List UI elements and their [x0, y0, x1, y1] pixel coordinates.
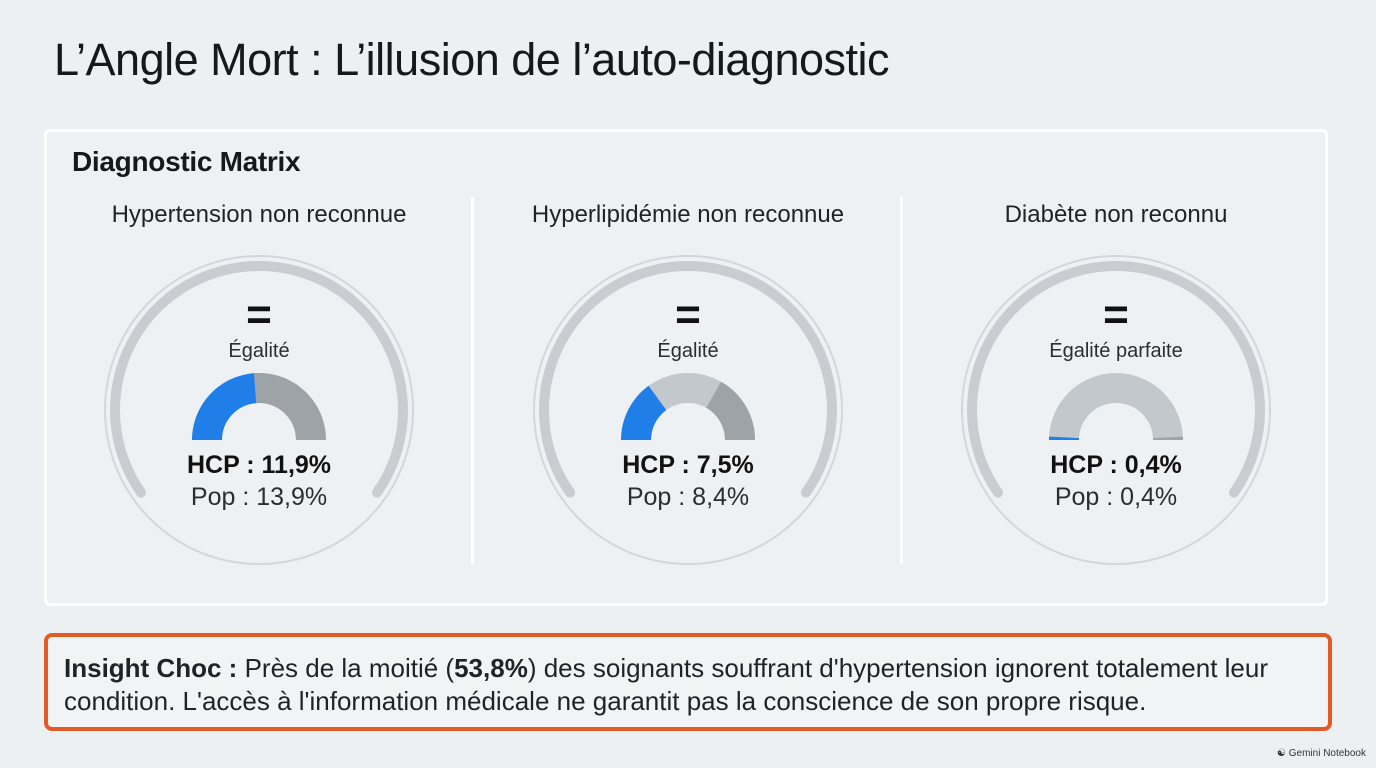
hcp-value: HCP : 11,9%	[186, 451, 332, 479]
pop-value: Pop : 13,9%	[190, 483, 328, 511]
diagnostic-matrix-panel	[44, 129, 1328, 606]
gauge-card-diabetes: Diabète non reconnu = Égalité parfaite H…	[916, 195, 1316, 575]
matrix-title: Diagnostic Matrix	[72, 146, 301, 177]
hcp-arc	[192, 373, 258, 441]
outer-circle	[104, 255, 414, 565]
outer-ring	[539, 261, 837, 498]
gauge-chart	[961, 255, 1271, 565]
gauge-title: Hyperlipidémie non reconnue	[531, 201, 845, 228]
page-title: L’Angle Mort : L’illusion de l’auto-diag…	[54, 34, 890, 85]
pop-arc	[247, 373, 326, 441]
insight-label: Insight Choc :	[64, 653, 238, 683]
gauge-track	[1049, 373, 1183, 441]
equals-icon: =	[1103, 290, 1129, 339]
gauge-card-hyperlipidemia: Hyperlipidémie non reconnue = Égalité HC…	[488, 195, 888, 575]
pop-value: Pop : 0,4%	[1054, 483, 1178, 511]
outer-ring	[967, 261, 1265, 498]
gauge-title: Hypertension non reconnue	[111, 201, 407, 228]
hcp-value: HCP : 0,4%	[1050, 451, 1182, 479]
insight-text-before: Près de la moitié (	[244, 653, 455, 683]
outer-circle	[961, 255, 1271, 565]
comparison-text: Égalité	[228, 340, 290, 362]
equals-icon: =	[675, 290, 701, 339]
outer-ring	[110, 261, 408, 498]
gauge-chart	[533, 255, 843, 565]
column-divider	[900, 197, 903, 564]
notebook-icon: ☯	[1276, 748, 1286, 759]
comparison-text: Égalité parfaite	[1049, 340, 1183, 362]
column-divider	[471, 197, 474, 564]
insight-box: Insight Choc : Près de la moitié (53,8%)…	[44, 633, 1332, 731]
footer-brand: ☯ Gemini Notebook	[1277, 748, 1366, 759]
pop-value: Pop : 8,4%	[626, 483, 750, 511]
hcp-arc	[621, 385, 667, 441]
footer-brand-text: Gemini Notebook	[1288, 748, 1366, 759]
insight-text-after: ) des soignants souffrant d'hypertension…	[64, 653, 1268, 716]
outer-circle	[533, 255, 843, 565]
pop-arc	[705, 381, 755, 441]
gauge-title: Diabète non reconnu	[1004, 201, 1228, 228]
equals-icon: =	[246, 290, 272, 339]
comparison-text: Égalité	[657, 340, 719, 362]
hcp-value: HCP : 7,5%	[622, 451, 754, 479]
gauge-card-hypertension: Hypertension non reconnue = Égalité HCP …	[59, 195, 459, 575]
gauge-chart	[104, 255, 414, 565]
insight-highlight: 53,8%	[454, 653, 528, 683]
